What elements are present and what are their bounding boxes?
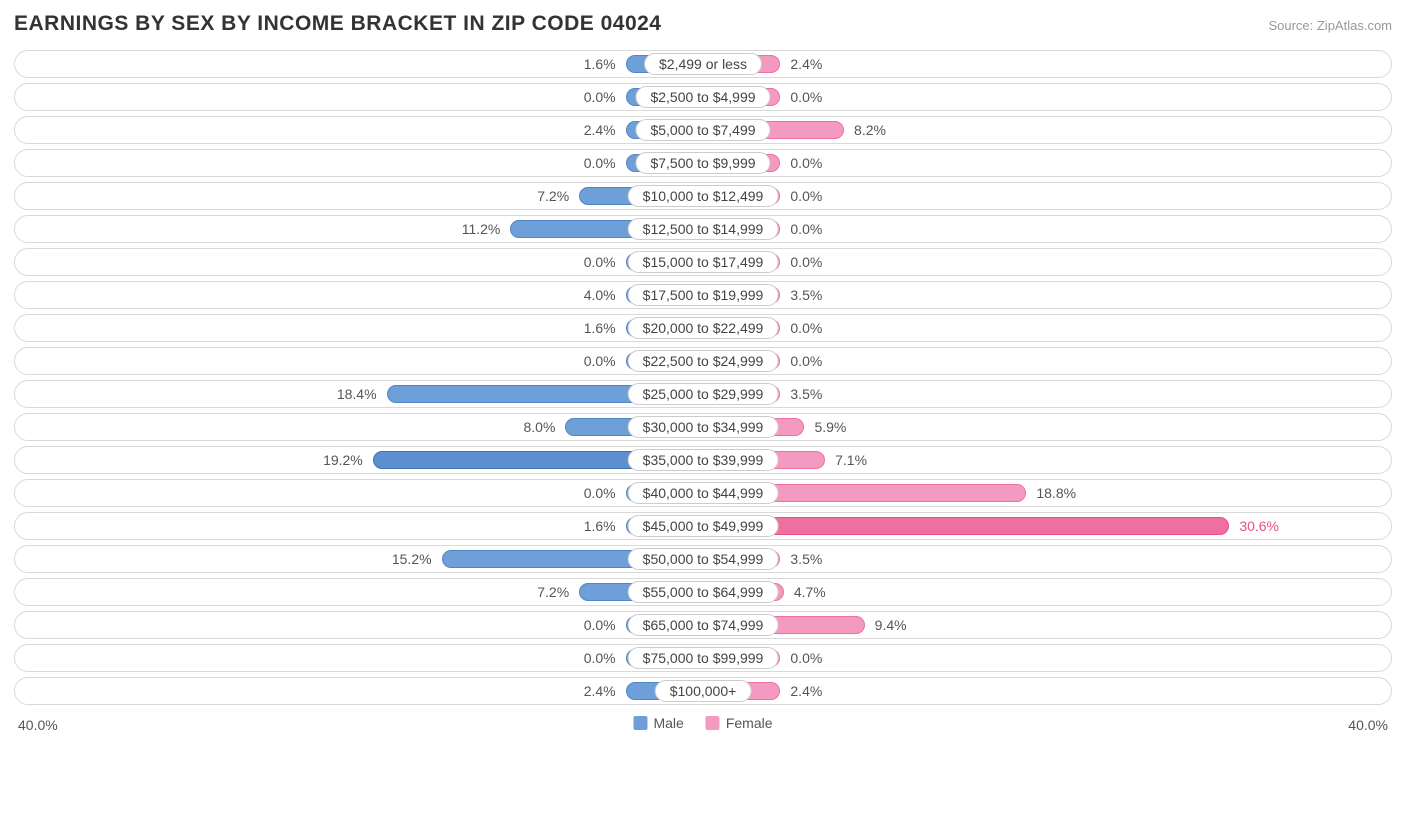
value-male: 7.2% bbox=[537, 584, 569, 600]
bracket-label: $40,000 to $44,999 bbox=[628, 482, 779, 504]
bracket-label: $75,000 to $99,999 bbox=[628, 647, 779, 669]
bracket-label: $35,000 to $39,999 bbox=[628, 449, 779, 471]
chart-row: 2.4% 8.2% $5,000 to $7,499 bbox=[14, 116, 1392, 144]
chart-row: 0.0% 0.0% $15,000 to $17,499 bbox=[14, 248, 1392, 276]
value-male: 0.0% bbox=[584, 155, 616, 171]
value-male: 11.2% bbox=[462, 221, 501, 237]
legend-male: Male bbox=[633, 715, 683, 731]
bracket-label: $45,000 to $49,999 bbox=[628, 515, 779, 537]
chart-row: 0.0% 0.0% $22,500 to $24,999 bbox=[14, 347, 1392, 375]
value-male: 2.4% bbox=[584, 122, 616, 138]
chart-row: 2.4% 2.4% $100,000+ bbox=[14, 677, 1392, 705]
bracket-label: $50,000 to $54,999 bbox=[628, 548, 779, 570]
bracket-label: $17,500 to $19,999 bbox=[628, 284, 779, 306]
chart-row: 0.0% 18.8% $40,000 to $44,999 bbox=[14, 479, 1392, 507]
chart-row: 19.2% 7.1% $35,000 to $39,999 bbox=[14, 446, 1392, 474]
value-female: 2.4% bbox=[790, 56, 822, 72]
legend-female: Female bbox=[706, 715, 773, 731]
value-male: 15.2% bbox=[392, 551, 432, 567]
value-female: 30.6% bbox=[1239, 518, 1279, 534]
value-male: 1.6% bbox=[584, 320, 616, 336]
chart-footer: 40.0% Male Female 40.0% bbox=[14, 713, 1392, 739]
header: EARNINGS BY SEX BY INCOME BRACKET IN ZIP… bbox=[14, 12, 1392, 36]
value-female: 2.4% bbox=[790, 683, 822, 699]
value-male: 0.0% bbox=[584, 617, 616, 633]
bracket-label: $100,000+ bbox=[655, 680, 752, 702]
chart-row: 0.0% 0.0% $2,500 to $4,999 bbox=[14, 83, 1392, 111]
bracket-label: $15,000 to $17,499 bbox=[628, 251, 779, 273]
bracket-label: $2,500 to $4,999 bbox=[635, 86, 770, 108]
chart-row: 8.0% 5.9% $30,000 to $34,999 bbox=[14, 413, 1392, 441]
chart-row: 1.6% 30.6% $45,000 to $49,999 bbox=[14, 512, 1392, 540]
value-male: 1.6% bbox=[584, 518, 616, 534]
bracket-label: $10,000 to $12,499 bbox=[628, 185, 779, 207]
value-female: 0.0% bbox=[790, 155, 822, 171]
value-female: 0.0% bbox=[790, 320, 822, 336]
value-female: 4.7% bbox=[794, 584, 826, 600]
legend-male-label: Male bbox=[653, 715, 683, 731]
source-label: Source: ZipAtlas.com bbox=[1268, 18, 1392, 33]
chart-row: 0.0% 0.0% $75,000 to $99,999 bbox=[14, 644, 1392, 672]
value-male: 0.0% bbox=[584, 353, 616, 369]
swatch-female bbox=[706, 716, 720, 730]
value-male: 4.0% bbox=[584, 287, 616, 303]
axis-max-right: 40.0% bbox=[1348, 717, 1388, 733]
bracket-label: $7,500 to $9,999 bbox=[635, 152, 770, 174]
bracket-label: $25,000 to $29,999 bbox=[628, 383, 779, 405]
chart-row: 4.0% 3.5% $17,500 to $19,999 bbox=[14, 281, 1392, 309]
value-male: 8.0% bbox=[523, 419, 555, 435]
axis-max-left: 40.0% bbox=[18, 717, 58, 733]
legend-female-label: Female bbox=[726, 715, 773, 731]
chart-rows: 1.6% 2.4% $2,499 or less 0.0% 0.0% $2,500 to … bbox=[14, 50, 1392, 705]
bracket-label: $65,000 to $74,999 bbox=[628, 614, 779, 636]
chart-row: 18.4% 3.5% $25,000 to $29,999 bbox=[14, 380, 1392, 408]
bar-female bbox=[703, 517, 1229, 535]
value-male: 0.0% bbox=[584, 485, 616, 501]
chart-row: 0.0% 9.4% $65,000 to $74,999 bbox=[14, 611, 1392, 639]
value-male: 19.2% bbox=[323, 452, 363, 468]
value-female: 8.2% bbox=[854, 122, 886, 138]
value-female: 18.8% bbox=[1036, 485, 1076, 501]
value-female: 3.5% bbox=[790, 287, 822, 303]
bracket-label: $20,000 to $22,499 bbox=[628, 317, 779, 339]
chart-container: EARNINGS BY SEX BY INCOME BRACKET IN ZIP… bbox=[0, 0, 1406, 749]
chart-row: 0.0% 0.0% $7,500 to $9,999 bbox=[14, 149, 1392, 177]
bracket-label: $5,000 to $7,499 bbox=[635, 119, 770, 141]
value-female: 0.0% bbox=[790, 221, 822, 237]
value-female: 7.1% bbox=[835, 452, 867, 468]
swatch-male bbox=[633, 716, 647, 730]
value-male: 1.6% bbox=[584, 56, 616, 72]
legend: Male Female bbox=[633, 715, 772, 731]
value-female: 3.5% bbox=[790, 551, 822, 567]
value-male: 18.4% bbox=[337, 386, 377, 402]
value-female: 0.0% bbox=[790, 353, 822, 369]
value-male: 0.0% bbox=[584, 89, 616, 105]
bracket-label: $2,499 or less bbox=[644, 53, 762, 75]
chart-row: 7.2% 0.0% $10,000 to $12,499 bbox=[14, 182, 1392, 210]
bracket-label: $22,500 to $24,999 bbox=[628, 350, 779, 372]
bracket-label: $55,000 to $64,999 bbox=[628, 581, 779, 603]
value-female: 0.0% bbox=[790, 188, 822, 204]
chart-row: 11.2% 0.0% $12,500 to $14,999 bbox=[14, 215, 1392, 243]
value-female: 5.9% bbox=[814, 419, 846, 435]
value-male: 2.4% bbox=[584, 683, 616, 699]
value-female: 3.5% bbox=[790, 386, 822, 402]
bracket-label: $30,000 to $34,999 bbox=[628, 416, 779, 438]
bracket-label: $12,500 to $14,999 bbox=[628, 218, 779, 240]
value-male: 7.2% bbox=[537, 188, 569, 204]
chart-title: EARNINGS BY SEX BY INCOME BRACKET IN ZIP… bbox=[14, 12, 661, 36]
value-female: 0.0% bbox=[790, 254, 822, 270]
chart-row: 1.6% 0.0% $20,000 to $22,499 bbox=[14, 314, 1392, 342]
value-female: 0.0% bbox=[790, 650, 822, 666]
value-female: 0.0% bbox=[790, 89, 822, 105]
value-male: 0.0% bbox=[584, 650, 616, 666]
value-male: 0.0% bbox=[584, 254, 616, 270]
chart-row: 15.2% 3.5% $50,000 to $54,999 bbox=[14, 545, 1392, 573]
value-female: 9.4% bbox=[875, 617, 907, 633]
chart-row: 7.2% 4.7% $55,000 to $64,999 bbox=[14, 578, 1392, 606]
chart-row: 1.6% 2.4% $2,499 or less bbox=[14, 50, 1392, 78]
